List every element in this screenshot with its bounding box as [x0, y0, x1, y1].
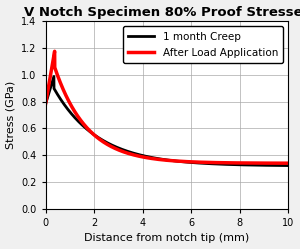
- After Load Application: [286, 162, 290, 165]
- After Load Application: [235, 161, 238, 164]
- 1 month Creep: [235, 163, 238, 166]
- After Load Application: [280, 162, 283, 165]
- Line: After Load Application: After Load Application: [46, 51, 288, 163]
- After Load Application: [155, 158, 159, 161]
- After Load Application: [56, 75, 60, 78]
- Y-axis label: Stress (GPa): Stress (GPa): [6, 81, 16, 149]
- After Load Application: [280, 162, 283, 165]
- X-axis label: Distance from notch tip (mm): Distance from notch tip (mm): [84, 234, 250, 244]
- Title: V Notch Specimen 80% Proof Stresses: V Notch Specimen 80% Proof Stresses: [24, 5, 300, 19]
- After Load Application: [44, 103, 47, 106]
- 1 month Creep: [56, 94, 60, 97]
- 1 month Creep: [280, 164, 283, 167]
- 1 month Creep: [286, 164, 290, 167]
- 1 month Creep: [52, 75, 56, 78]
- 1 month Creep: [155, 157, 159, 160]
- After Load Application: [162, 158, 166, 161]
- 1 month Creep: [162, 158, 166, 161]
- Line: 1 month Creep: 1 month Creep: [46, 76, 288, 166]
- 1 month Creep: [280, 164, 283, 167]
- 1 month Creep: [44, 103, 47, 106]
- Legend: 1 month Creep, After Load Application: 1 month Creep, After Load Application: [123, 26, 283, 63]
- After Load Application: [53, 50, 56, 53]
